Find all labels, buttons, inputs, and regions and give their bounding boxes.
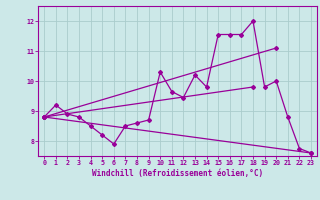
X-axis label: Windchill (Refroidissement éolien,°C): Windchill (Refroidissement éolien,°C) [92, 169, 263, 178]
